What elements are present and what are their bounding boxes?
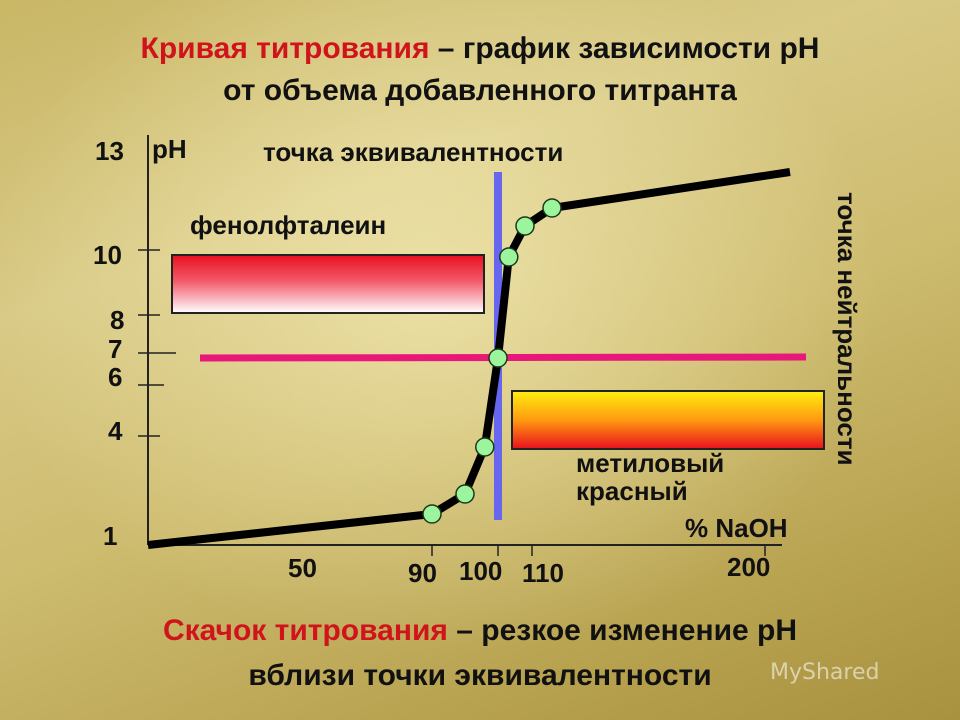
y-tick-label-4: 4 xyxy=(108,416,123,446)
y-tick-label-10: 10 xyxy=(93,240,122,270)
data-point-3 xyxy=(488,348,508,368)
data-point-4 xyxy=(499,247,519,267)
x-tick-label-110: 110 xyxy=(522,558,564,588)
x-axis-label: % NaOH xyxy=(685,513,788,543)
x-tick-label-90: 90 xyxy=(408,558,437,588)
methyl-red-label-2: красный xyxy=(576,476,688,506)
x-tick-label-200: 200 xyxy=(727,552,770,582)
data-point-0 xyxy=(422,504,442,524)
y-tick-label-8: 8 xyxy=(110,305,124,335)
phenolphthalein-range-band xyxy=(171,254,485,314)
footer-line-1: Скачок титрования – резкое изменение pH xyxy=(0,610,960,652)
x-tick-label-50: 50 xyxy=(288,553,317,583)
title-line-2: от объема добавленного титранта xyxy=(223,74,737,107)
footer-line-2: вблизи точки эквивалентности xyxy=(248,659,712,692)
methyl-red-label-1: метиловый xyxy=(576,448,724,478)
y-tick-label-6: 6 xyxy=(108,362,122,392)
methyl-red-range-band xyxy=(511,390,825,450)
data-point-2 xyxy=(475,437,495,457)
neutrality-point-label: точка нейтральности xyxy=(832,192,862,466)
equivalence-point-label: точка эквивалентности xyxy=(263,137,563,167)
data-point-1 xyxy=(455,484,475,504)
x-tick-label-100: 100 xyxy=(459,556,502,586)
phenolphthalein-label: фенолфталеин xyxy=(190,210,386,240)
title-line-1: Кривая титрования – график зависимости p… xyxy=(0,28,960,70)
y-tick-label-13: 13 xyxy=(95,136,124,166)
y-axis-label: pH xyxy=(152,134,187,164)
footer-definition: – резкое изменение pH xyxy=(447,614,798,647)
watermark: MyShared xyxy=(770,660,880,685)
title-definition: – график зависимости pH xyxy=(429,32,820,65)
y-tick-label-1: 1 xyxy=(103,521,117,551)
title-term: Кривая титрования xyxy=(140,32,430,65)
footer-term: Скачок титрования xyxy=(162,614,448,647)
data-point-5 xyxy=(515,216,535,236)
data-point-6 xyxy=(542,198,562,218)
y-tick-label-7: 7 xyxy=(108,334,122,364)
